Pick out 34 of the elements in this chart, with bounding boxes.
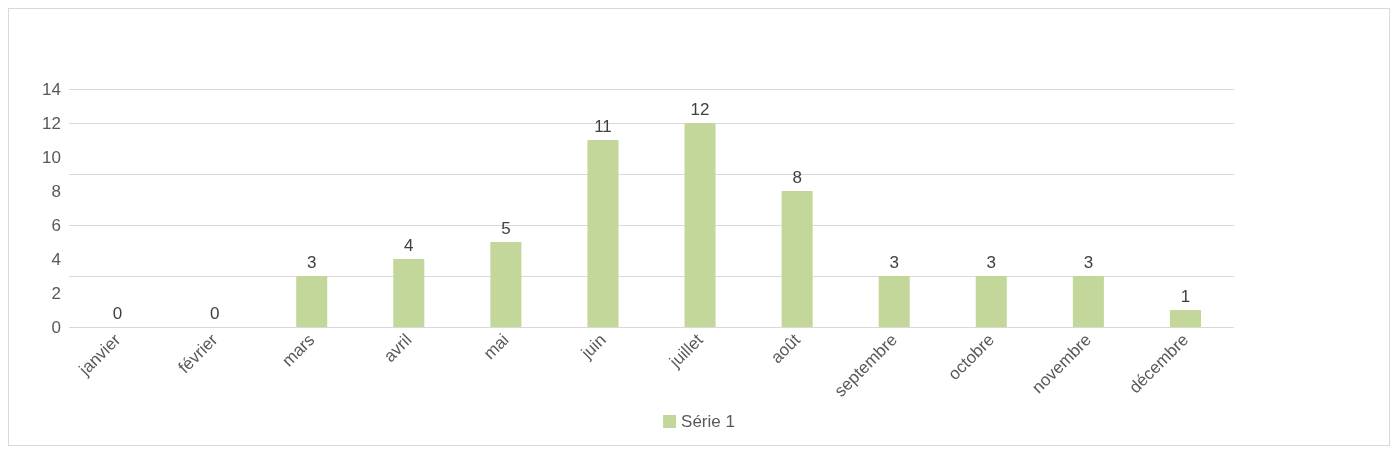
bar: [587, 140, 619, 327]
data-label: 3: [306, 253, 317, 272]
y-tick-label: 0: [51, 317, 61, 337]
bar: [490, 242, 522, 327]
bar: [878, 276, 910, 327]
x-tick-label: juin: [576, 330, 610, 364]
x-tick-label: mai: [479, 330, 513, 364]
data-label: 0: [112, 304, 123, 323]
data-label: 8: [792, 168, 802, 187]
data-label: 3: [1083, 253, 1094, 272]
data-label: 1: [1180, 287, 1191, 306]
bar: [296, 276, 328, 327]
bar: [1072, 276, 1104, 327]
legend-label: Série 1: [681, 412, 735, 431]
bar: [393, 259, 425, 327]
x-tick-label: août: [767, 330, 805, 368]
y-tick-label: 2: [51, 283, 61, 303]
y-tick-label: 6: [51, 215, 61, 235]
bar: [781, 191, 813, 327]
data-label: 0: [209, 304, 220, 323]
data-label: 12: [690, 100, 710, 119]
bar: [975, 276, 1007, 327]
data-label: 3: [889, 253, 899, 272]
data-label: 5: [501, 219, 511, 238]
data-label: 3: [986, 253, 997, 272]
y-tick-label: 4: [51, 249, 61, 269]
data-label: 4: [404, 236, 414, 255]
y-tick-label: 12: [42, 113, 61, 133]
y-tick-label: 14: [42, 79, 61, 99]
y-tick-label: 8: [51, 181, 61, 201]
y-tick-label: 10: [42, 147, 61, 167]
bar: [684, 123, 716, 327]
bar: [1169, 310, 1201, 327]
data-label: 11: [594, 117, 612, 136]
